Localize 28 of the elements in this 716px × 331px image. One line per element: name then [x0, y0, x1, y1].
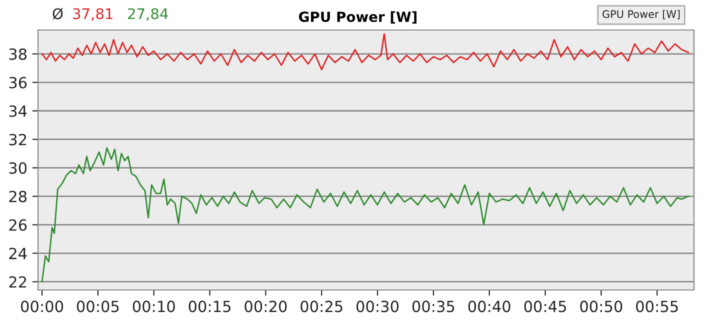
text: 37,81 [73, 8, 112, 21]
y-tick-label: 34 [9, 105, 27, 117]
y-tick-label: 36 [9, 76, 27, 88]
x-tick-label: 00:00 [21, 300, 64, 312]
y-tick-label: 26 [9, 219, 27, 231]
x-tick-label: 00:30 [356, 300, 399, 312]
x-tick-label: 00:50 [580, 300, 622, 312]
line-series [41, 33, 690, 70]
line-series [41, 147, 690, 282]
y-tick-label: 30 [9, 162, 27, 174]
y-tick-label: 24 [9, 248, 27, 260]
x-tick-label: 00:35 [412, 300, 454, 312]
x-tick-label: 00:05 [76, 300, 119, 312]
x-tick-label: 00:10 [132, 300, 175, 312]
x-tick-label: 00:45 [524, 300, 566, 312]
x-tick-label: 00:20 [244, 300, 287, 312]
x-tick-label: 00:55 [636, 300, 678, 312]
y-tick-label: 38 [9, 48, 27, 60]
text: 27,84 [128, 8, 168, 21]
x-tick-label: 00:40 [468, 300, 510, 312]
text: GPU Power [W] [602, 10, 680, 20]
y-tick-label: 28 [9, 190, 27, 202]
x-tick-label: 00:25 [300, 300, 342, 312]
x-tick-label: 00:15 [188, 300, 230, 312]
text: Ø [52, 8, 63, 20]
chart-title: GPU Power [W] [299, 11, 416, 24]
y-tick-label: 32 [9, 134, 26, 146]
y-tick-label: 22 [9, 276, 26, 288]
